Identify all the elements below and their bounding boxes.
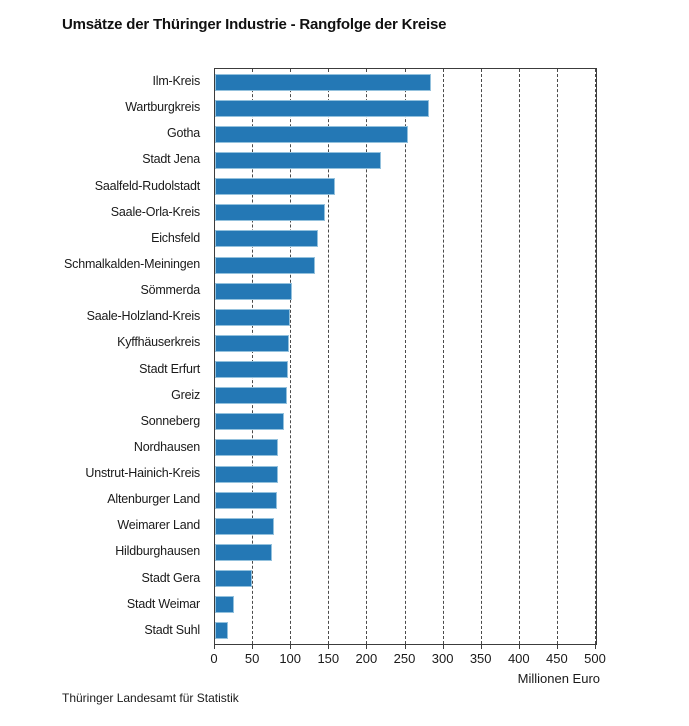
x-tick-label: 250 (393, 651, 416, 666)
category-label: Kyffhäuserkreis (117, 335, 200, 350)
bar-altenburger-land (215, 491, 278, 509)
x-tickmark (214, 644, 215, 649)
category-label: Schmalkalden-Meiningen (64, 256, 200, 271)
category-label: Weimarer Land (117, 518, 200, 533)
bar-schmalkalden-meiningen (215, 256, 315, 274)
category-label: Sömmerda (140, 283, 200, 298)
category-label: Saale-Orla-Kreis (110, 204, 200, 219)
category-label: Hildburghausen (115, 544, 200, 559)
bar-nordhausen (215, 439, 279, 457)
gridline-450 (556, 69, 558, 644)
x-tick-label: 300 (431, 651, 454, 666)
bar-saale-orla-kreis (215, 204, 325, 222)
bar-stadt-weimar (215, 596, 235, 614)
x-axis-title: Millionen Euro (517, 671, 600, 686)
category-label: Saalfeld-Rudolstadt (94, 178, 200, 193)
gridline-200 (366, 69, 368, 644)
x-tickmark (366, 644, 368, 649)
category-label: Eichsfeld (151, 230, 200, 245)
bar-stadt-jena (215, 151, 382, 169)
category-label: Sonneberg (140, 413, 201, 428)
bar-ilm-kreis (215, 73, 431, 91)
category-label: Stadt Gera (141, 570, 201, 585)
gridline-150 (328, 69, 330, 644)
category-label: Unstrut-Hainich-Kreis (85, 466, 200, 481)
x-tick-label: 100 (279, 651, 302, 666)
bar-eichsfeld (215, 230, 318, 248)
bar-gotha (215, 125, 408, 143)
x-tickmark (328, 644, 330, 649)
gridline-300 (442, 69, 444, 644)
gridline-100 (290, 69, 292, 644)
x-tickmark (595, 644, 596, 649)
bar-wartburgkreis (215, 99, 430, 117)
x-tick-label: 150 (317, 651, 340, 666)
bar-weimarer-land (215, 517, 275, 535)
category-label: Stadt Weimar (126, 596, 200, 611)
x-tick-label: 400 (507, 651, 530, 666)
bar-stadt-gera (215, 570, 253, 588)
source-note: Thüringer Landesamt für Statistik (62, 691, 239, 705)
chart-title: Umsätze der Thüringer Industrie - Rangfo… (62, 16, 447, 33)
bar-saalfeld-rudolstadt (215, 178, 335, 196)
bar-saale-holzland-kreis (215, 308, 290, 326)
x-tickmark (290, 644, 292, 649)
bar-s-mmerda (215, 282, 292, 300)
bar-stadt-suhl (215, 622, 228, 640)
gridline-500 (595, 69, 596, 644)
category-label: Stadt Suhl (144, 622, 200, 637)
category-label: Gotha (166, 126, 200, 141)
gridline-350 (480, 69, 482, 644)
y-axis-labels: Ilm-Kreis Wartburgkreis Gotha Stadt Jena Saa… (0, 68, 207, 643)
gridline-50 (252, 69, 254, 644)
category-label: Stadt Jena (142, 152, 200, 167)
x-tick-label: 350 (469, 651, 492, 666)
x-tick-label: 450 (546, 651, 568, 666)
bar-greiz (215, 387, 287, 405)
x-tick-label: 50 (244, 651, 260, 666)
bar-kyffh-userkreis (215, 334, 289, 352)
category-label: Stadt Erfurt (139, 361, 200, 376)
plot-area (214, 68, 597, 645)
x-tick-label: 200 (355, 651, 378, 666)
category-label: Saale-Holzland-Kreis (86, 309, 201, 324)
bar-hildburghausen (215, 544, 273, 562)
category-label: Nordhausen (133, 439, 200, 454)
x-tickmark (252, 644, 254, 649)
bar-stadt-erfurt (215, 361, 289, 379)
x-tickmark (518, 644, 520, 649)
bar-sonneberg (215, 413, 284, 431)
bar-unstrut-hainich-kreis (215, 465, 279, 483)
x-tickmark (404, 644, 406, 649)
category-label: Wartburgkreis (125, 100, 200, 115)
gridline-250 (404, 69, 406, 644)
category-label: Greiz (171, 387, 200, 402)
x-tickmark (480, 644, 482, 649)
x-tick-label: 0 (210, 651, 218, 666)
category-label: Altenburger Land (107, 492, 200, 507)
x-tickmark (556, 644, 558, 649)
gridline-400 (518, 69, 520, 644)
x-tick-label: 500 (584, 651, 606, 666)
category-label: Ilm-Kreis (152, 74, 200, 88)
x-tickmark (442, 644, 444, 649)
